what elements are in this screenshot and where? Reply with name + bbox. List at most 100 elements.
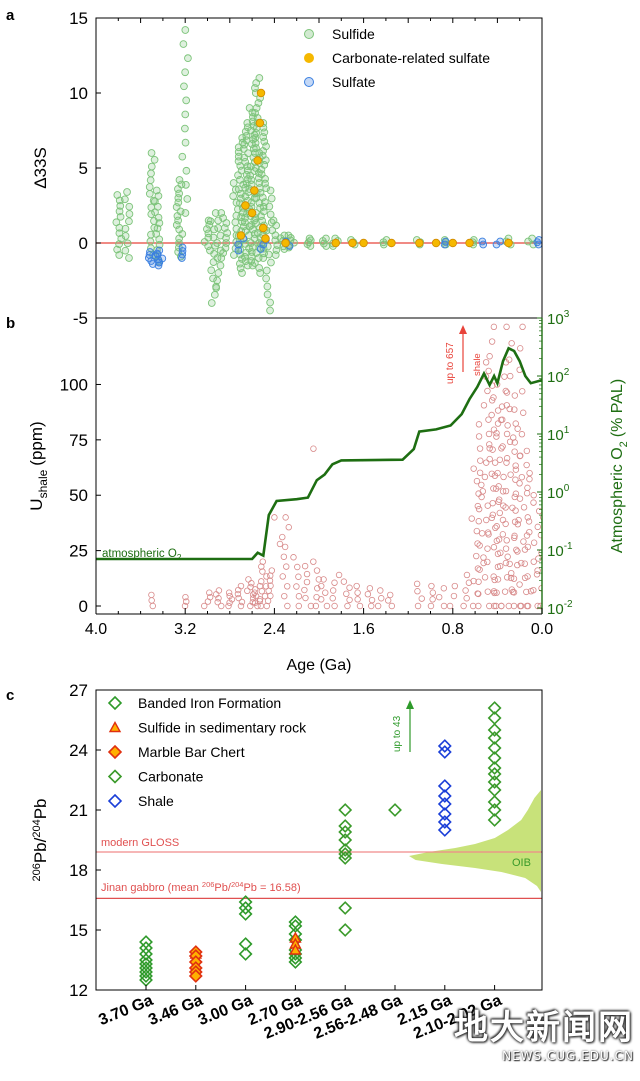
- sulfide-point: [213, 239, 221, 247]
- u-shale-point: [486, 602, 493, 610]
- u-shale-point: [315, 576, 322, 583]
- u-shale-point: [293, 583, 300, 590]
- u-shale-point: [511, 439, 518, 446]
- carbonate-sulfate-point: [261, 234, 270, 243]
- bif-point: [288, 955, 303, 969]
- u-shale-point: [476, 542, 483, 549]
- u-shale-point: [429, 596, 436, 603]
- sulfide-point: [113, 191, 122, 199]
- u-shale-point: [226, 599, 233, 606]
- u-shale-point: [485, 416, 492, 423]
- u-shale-point: [534, 567, 541, 574]
- u-shale-point: [435, 593, 443, 601]
- sulfide-point: [214, 224, 222, 232]
- carbonate-sulfate-point: [448, 238, 457, 248]
- u-shale-point: [234, 590, 242, 598]
- u-shale-point: [512, 490, 520, 497]
- b-x-tick-label: 0.8: [442, 621, 464, 638]
- u-shale-point: [283, 563, 290, 570]
- sulfide-point: [182, 166, 191, 175]
- sulfide-point: [181, 110, 190, 119]
- u-shale-point: [518, 559, 525, 567]
- sulfide-point: [115, 229, 124, 238]
- carbonate-sulfate-point: [250, 186, 259, 195]
- u-shale-point: [488, 411, 495, 419]
- u-shale-point: [514, 521, 521, 528]
- sulfide-point: [182, 96, 191, 105]
- u-shale-point: [474, 502, 482, 510]
- u-shale-point: [505, 602, 513, 610]
- u-shale-point: [486, 445, 493, 452]
- sulfide-point: [178, 152, 187, 161]
- u-shale-point: [429, 589, 437, 596]
- sulfate-point: [441, 237, 450, 246]
- sulfide-point: [125, 217, 133, 226]
- panel-c-legend: Banded Iron Formation Sulfide in sediment…: [107, 695, 307, 809]
- panel-b-u-points: [148, 323, 542, 610]
- u-shale-point: [497, 549, 504, 557]
- carbonate-sulfate-point: [255, 118, 265, 128]
- u-shale-point: [516, 495, 524, 502]
- u-shale-point: [501, 373, 508, 380]
- u-shale-point: [502, 559, 510, 567]
- sulfide-point: [245, 104, 254, 112]
- u-shale-point: [318, 596, 325, 603]
- legend-label-sulfide: Sulfide: [332, 26, 375, 42]
- carbonate-point: [487, 813, 502, 827]
- u-shale-point: [302, 594, 309, 602]
- u-shale-point: [310, 445, 317, 452]
- u-shale-point: [510, 602, 518, 610]
- panel-c-y-axis-label: 206Pb/204Pb: [31, 798, 50, 881]
- u-shale-point: [475, 518, 482, 525]
- u-shale-point: [346, 596, 353, 604]
- b-x-tick-label: 0.0: [531, 621, 553, 638]
- carbonate-point: [338, 901, 353, 915]
- u-shale-point: [516, 480, 523, 487]
- panel-b-left-ticks: 0 25 50 75 100: [60, 375, 101, 616]
- u-shale-point: [523, 447, 531, 455]
- u-shale-point: [501, 588, 509, 595]
- u-shale-point: [474, 565, 482, 572]
- u-shale-point: [493, 430, 500, 437]
- sulfide-point: [123, 188, 131, 196]
- u-shale-point: [502, 387, 509, 395]
- u-shale-point: [374, 602, 382, 610]
- sulfide-point: [181, 209, 190, 217]
- carbonate-sulfate-point: [504, 238, 513, 248]
- u-shale-point: [268, 567, 276, 574]
- sulfide-point: [210, 290, 219, 299]
- carbonate-sulfate-point: [465, 238, 474, 248]
- carbonate-sulfate-point: [281, 238, 290, 248]
- carbonate-point: [338, 803, 353, 817]
- u-shale-point: [484, 588, 492, 595]
- a-y-tick-label: 10: [69, 84, 88, 103]
- sulfide-point: [204, 229, 213, 238]
- u-shale-point: [480, 559, 487, 567]
- b-right-tick-label: 100: [547, 483, 570, 502]
- u-shale-point: [281, 543, 289, 551]
- sulfide-point: [250, 259, 259, 267]
- sulfate-point: [178, 243, 187, 252]
- u-shale-point: [534, 602, 541, 610]
- u-shale-point: [238, 598, 246, 606]
- u-shale-point: [513, 546, 520, 554]
- sulfide-point: [145, 183, 154, 191]
- carbonate-sulfate-point: [241, 201, 250, 210]
- o2-curve: [96, 346, 543, 561]
- u-shale-point: [524, 573, 531, 580]
- u-shale-point: [484, 558, 491, 566]
- u-shale-point: [484, 545, 491, 552]
- sulfide-point: [255, 264, 263, 272]
- u-shale-point: [496, 562, 504, 570]
- u-shale-point: [263, 573, 270, 580]
- u-shale-point: [484, 529, 492, 536]
- legend-marker-bif: [107, 695, 123, 711]
- u-shale-point: [344, 602, 351, 610]
- u-shale-point: [486, 441, 493, 448]
- carbonate-point: [338, 851, 353, 865]
- b-right-tick-label: 10-1: [547, 541, 573, 560]
- bif-point: [238, 937, 253, 951]
- sulfide-point: [266, 210, 275, 219]
- u-shale-point: [271, 514, 278, 521]
- u-shale-point: [503, 389, 511, 396]
